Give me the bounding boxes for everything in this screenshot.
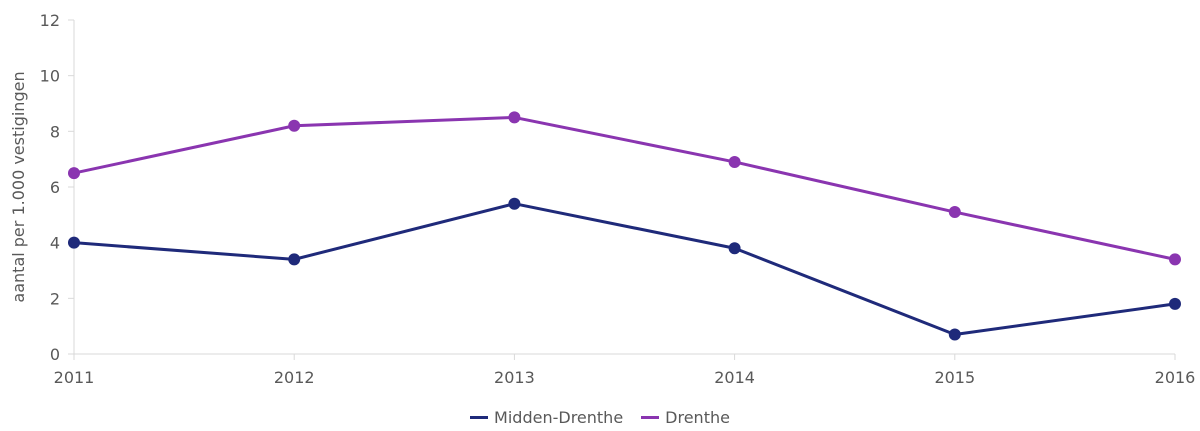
x-tick-label: 2011 <box>54 368 95 387</box>
series-group <box>68 111 1181 341</box>
x-tick-label: 2015 <box>934 368 975 387</box>
legend-label-midden-drenthe: Midden-Drenthe <box>494 408 624 427</box>
data-point-drenthe <box>1169 253 1181 266</box>
legend-swatch-midden-drenthe <box>470 416 489 419</box>
x-tick-label: 2016 <box>1155 368 1196 387</box>
data-point-midden-drenthe <box>948 328 961 341</box>
data-point-drenthe <box>68 167 80 180</box>
y-tick-label: 2 <box>50 289 60 308</box>
data-point-midden-drenthe <box>68 236 80 249</box>
data-point-midden-drenthe <box>508 197 521 210</box>
axes: 0 2 4 6 8 10 12 2011 2012 2013 2014 2015 2016 <box>40 11 1196 387</box>
data-point-midden-drenthe <box>288 253 301 266</box>
x-tick-label: 2014 <box>714 368 755 387</box>
legend-item-drenthe: Drenthe <box>641 408 730 427</box>
x-tick-label: 2013 <box>494 368 535 387</box>
y-tick-label: 10 <box>40 67 60 86</box>
data-point-drenthe <box>948 206 961 219</box>
series-line-drenthe <box>72 115 1177 261</box>
legend-item-midden-drenthe: Midden-Drenthe <box>470 408 623 427</box>
legend-swatch-drenthe <box>641 416 660 419</box>
data-point-drenthe <box>288 119 301 132</box>
data-point-midden-drenthe <box>728 242 741 255</box>
data-point-drenthe <box>508 111 521 124</box>
y-axis-title: aantal per 1.000 vestigingen <box>9 71 28 302</box>
legend-label-drenthe: Drenthe <box>665 408 730 427</box>
y-tick-label: 12 <box>40 11 60 30</box>
data-point-midden-drenthe <box>1169 297 1181 310</box>
data-point-drenthe <box>728 155 741 168</box>
series-line-midden-drenthe <box>72 202 1177 337</box>
x-tick-label: 2012 <box>274 368 315 387</box>
legend: Midden-Drenthe Drenthe <box>0 408 1200 427</box>
y-tick-label: 4 <box>50 234 60 253</box>
y-tick-label: 0 <box>50 345 60 364</box>
y-tick-label: 8 <box>50 122 60 141</box>
y-tick-label: 6 <box>50 178 60 197</box>
